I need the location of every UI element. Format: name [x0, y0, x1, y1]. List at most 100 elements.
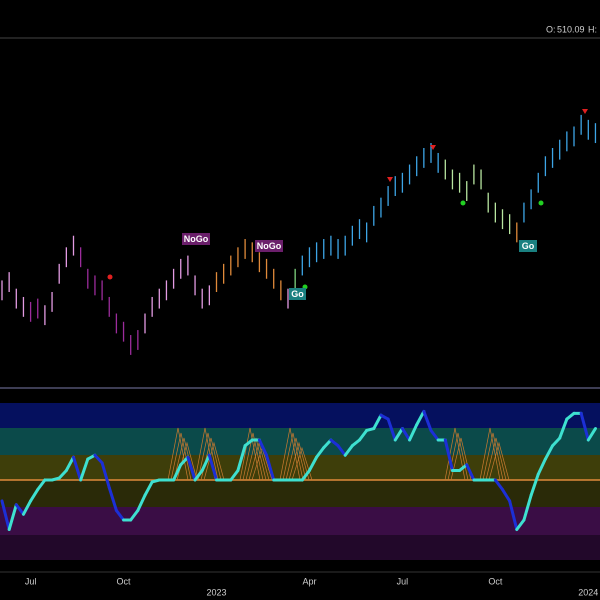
x-tick-label: Oct	[488, 576, 503, 586]
oscillator-segment	[543, 444, 555, 461]
annotation: Go	[291, 289, 304, 299]
oscillator-segment	[343, 444, 354, 457]
oscillator-segment	[408, 423, 419, 442]
oscillator-segment	[136, 493, 147, 512]
annotations: NoGo NoGo Go Go	[182, 233, 537, 300]
oscillator-segment	[307, 455, 319, 472]
signal-dot	[538, 200, 544, 206]
oscillator-segment	[400, 427, 412, 442]
oscillator-segment	[143, 480, 154, 497]
signal-triangle	[582, 109, 588, 114]
oscillator-segment	[565, 411, 576, 421]
cloud	[444, 427, 466, 481]
cloud	[282, 432, 304, 481]
signal-dot	[107, 274, 113, 280]
oscillator-segment	[200, 453, 211, 472]
annotation: NoGo	[257, 241, 282, 251]
signal-triangle	[430, 145, 436, 150]
oscillator-segment	[29, 488, 40, 503]
oscillator-segment	[0, 499, 11, 532]
band	[0, 403, 600, 428]
cloud	[248, 441, 270, 481]
annotation-box	[519, 240, 537, 252]
oscillator-segment	[107, 486, 118, 512]
x-tick-label: Jul	[25, 576, 37, 586]
cloud	[197, 432, 219, 481]
oscillator-segment	[315, 446, 326, 459]
cloud	[488, 441, 510, 481]
oscillator-segment	[493, 478, 504, 492]
oscillator-segment	[64, 455, 75, 472]
oscillator-segment	[114, 508, 126, 522]
oscillator-segment	[129, 508, 140, 522]
oscillator-segment	[529, 472, 540, 497]
oscillator-segment	[465, 463, 476, 482]
oscillator-segment	[372, 413, 383, 431]
oscillator-segment	[579, 411, 590, 442]
cloud	[279, 427, 301, 481]
oscillator-segment	[551, 436, 562, 448]
x-tick-label: 2024	[578, 587, 598, 597]
cloud	[239, 427, 261, 481]
oscillator-segment	[257, 438, 269, 457]
oscillator-segment	[179, 455, 190, 467]
oscillator-segment	[536, 457, 547, 476]
oscillator-segment	[100, 461, 111, 490]
oscillator-segment	[443, 438, 454, 472]
open-label: O:	[546, 24, 556, 34]
oscillator-segment	[243, 438, 254, 448]
oscillator-segment	[236, 444, 247, 472]
oscillator-segment	[229, 468, 240, 482]
cloud	[288, 441, 310, 481]
annotation: NoGo	[184, 234, 209, 244]
high-label: H:	[588, 24, 597, 34]
band	[0, 507, 600, 535]
oscillator-segment	[207, 453, 218, 482]
oscillator-segment	[36, 478, 47, 492]
oscillator-segment	[93, 453, 104, 465]
oscillator-segment	[329, 438, 340, 448]
oscillator-segment	[386, 417, 397, 442]
oscillator-segment	[558, 417, 569, 440]
band	[0, 535, 600, 560]
oscillator-segment	[586, 427, 597, 442]
oscillator-segment	[7, 503, 18, 532]
cloud	[170, 432, 192, 481]
oscillator-segment	[358, 428, 369, 442]
x-tick-label: Jul	[397, 576, 409, 586]
cloud	[482, 432, 504, 481]
oscillator-segment	[265, 453, 276, 482]
signal-triangle	[387, 177, 393, 182]
cloud	[242, 432, 264, 481]
oscillator-segment	[522, 493, 533, 522]
oscillator-segment	[300, 468, 311, 482]
oscillator-segment	[14, 503, 25, 516]
oscillator-segment	[393, 427, 404, 442]
annotation: Go	[522, 241, 535, 251]
x-tick-label: 2023	[206, 587, 226, 597]
signal-dot	[460, 200, 466, 206]
cloud	[479, 427, 501, 481]
cloud	[245, 437, 267, 481]
annotation-box	[255, 240, 283, 252]
oscillator-segment	[515, 518, 526, 532]
cloud	[485, 437, 507, 481]
cloud	[203, 441, 225, 481]
annotation-box	[289, 288, 306, 300]
oscillator-segment	[429, 428, 440, 442]
cloud	[285, 437, 307, 481]
oscillator-segment	[57, 468, 68, 480]
oscillator-segment	[422, 409, 433, 432]
oscillator-segment	[79, 457, 90, 482]
oscillator-segment	[21, 499, 33, 516]
oscillator-segment	[322, 438, 333, 450]
oscillator-segment	[501, 488, 512, 503]
oscillator-segment	[336, 444, 347, 457]
open-value: 510.09	[557, 24, 585, 34]
oscillator-segment	[193, 468, 204, 482]
x-tick-label: Apr	[302, 576, 316, 586]
oscillator-segment	[172, 463, 183, 482]
oscillator-segment	[415, 409, 426, 427]
